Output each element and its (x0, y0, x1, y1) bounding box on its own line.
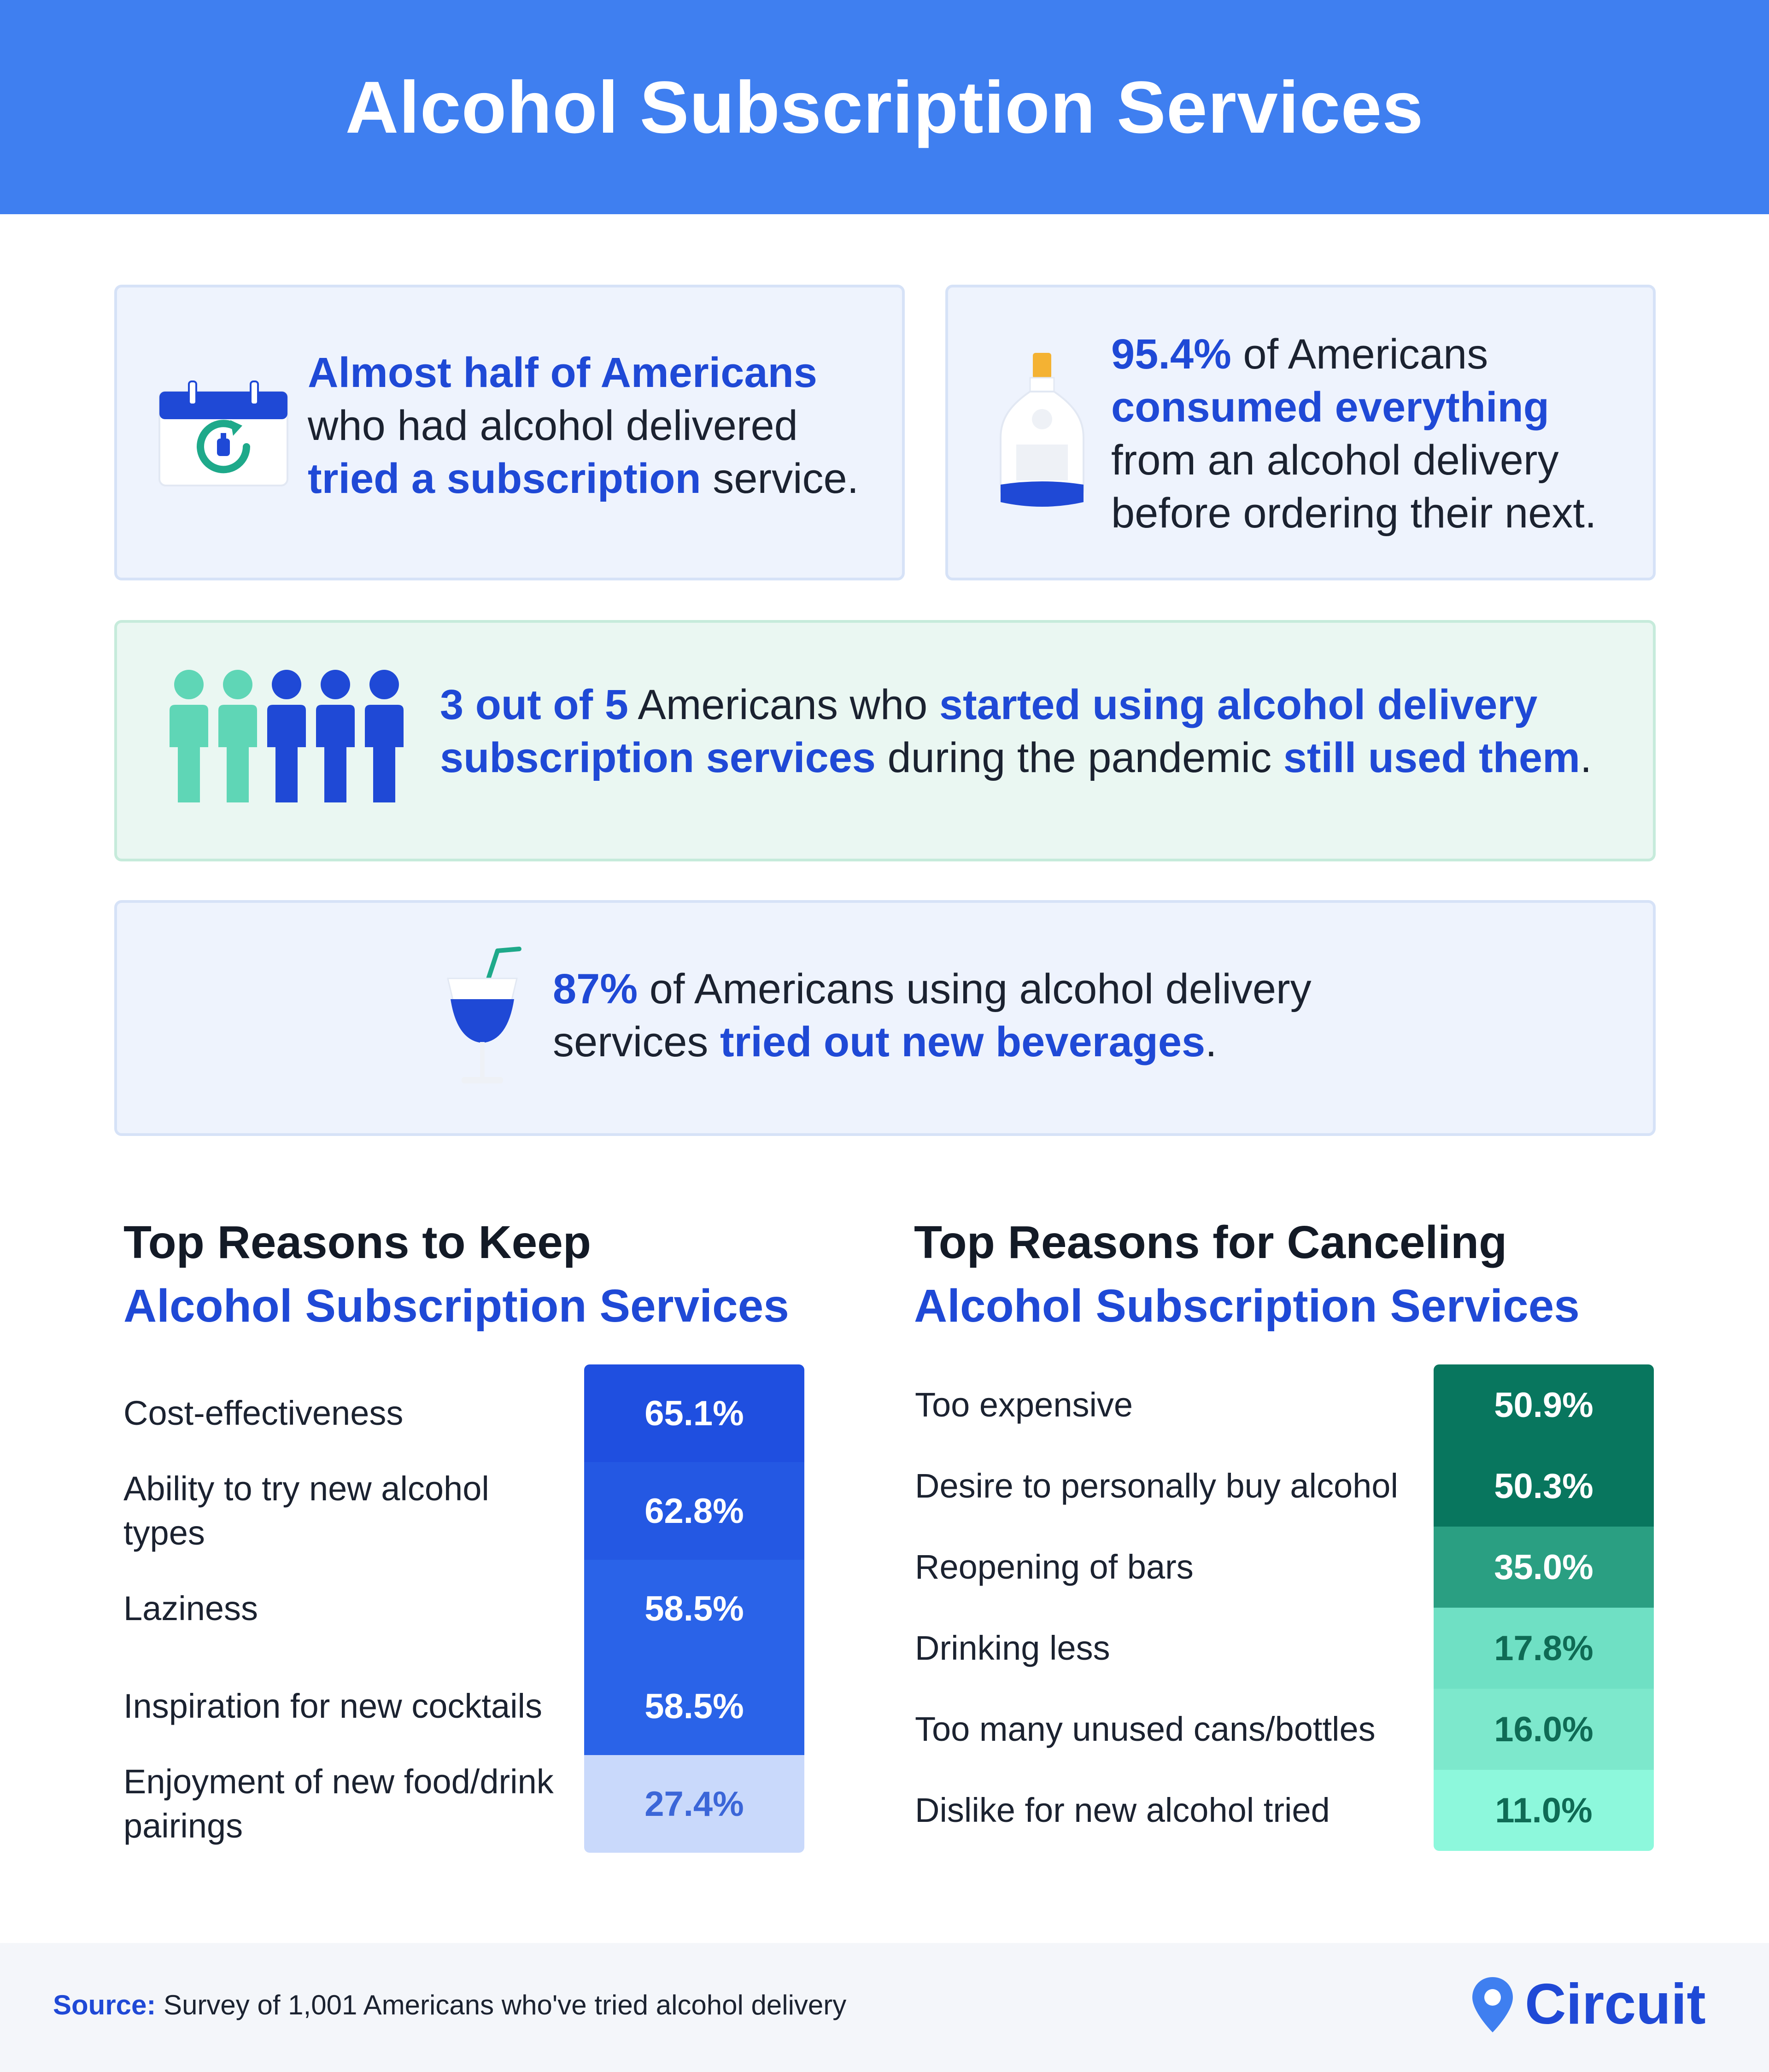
table-value-cell: 11.0% (1434, 1770, 1654, 1851)
table-value-cell: 17.8% (1434, 1608, 1654, 1689)
cocktail-icon (447, 947, 521, 1083)
location-pin-icon (1472, 1977, 1513, 2032)
table-row-label: Inspiration for new cocktails (123, 1687, 542, 1725)
table-value-cell: 50.3% (1434, 1446, 1654, 1527)
stat-text-new-beverages: 87% of Americans using alcohol delivery … (553, 966, 1312, 1065)
table-row-label: Cost-effectiveness (123, 1394, 404, 1432)
table-row-label: Enjoyment of new food/drink pairings (123, 1762, 554, 1845)
page-title: Alcohol Subscription Services (345, 65, 1424, 148)
stat-text-consumed: 95.4% of Americans consumed everything f… (1111, 331, 1597, 537)
table-row-label: Drinking less (915, 1629, 1110, 1667)
table-value-cell: 62.8% (584, 1462, 804, 1560)
person-figure (316, 670, 355, 802)
table-value-cell: 58.5% (584, 1657, 804, 1755)
people-icon (170, 670, 404, 802)
stat-card-new-beverages (114, 900, 1656, 1136)
keep-section-title: Top Reasons to Keep Alcohol Subscription… (123, 1217, 789, 1332)
table-value-cell: 65.1% (584, 1364, 804, 1462)
table-row-label: Ability to try new alcohol types (123, 1469, 489, 1552)
table-row-label: Desire to personally buy alcohol (915, 1467, 1398, 1505)
table-value-cell: 50.9% (1434, 1364, 1654, 1446)
table-value-cell: 58.5% (584, 1560, 804, 1657)
table-row-label: Laziness (123, 1589, 258, 1627)
table-row-label: Too many unused cans/bottles (915, 1710, 1376, 1748)
person-figure (218, 670, 257, 802)
footer (0, 1943, 1769, 2072)
bottle-icon (1000, 353, 1084, 507)
header-banner: Alcohol Subscription Services (0, 0, 1769, 214)
cancel-section-title: Top Reasons for Canceling Alcohol Subscr… (914, 1217, 1580, 1332)
person-figure (170, 670, 208, 802)
person-figure (267, 670, 306, 802)
table-value-cell: 27.4% (584, 1755, 804, 1853)
brand-logo-text: Circuit (1525, 1972, 1706, 2036)
table-row-label: Dislike for new alcohol tried (915, 1791, 1330, 1829)
table-row-label: Too expensive (915, 1386, 1133, 1424)
stat-text-pandemic: 3 out of 5 Americans who started using a… (440, 681, 1592, 781)
calendar-refresh-icon (158, 380, 288, 486)
table-row-label: Reopening of bars (915, 1548, 1194, 1586)
person-figure (365, 670, 404, 802)
table-value-cell: 35.0% (1434, 1527, 1654, 1608)
stat-text-subscription: Almost half of Americans who had alcohol… (308, 349, 859, 502)
source-note: Source: Survey of 1,001 Americans who've… (53, 1990, 847, 2020)
table-value-cell: 16.0% (1434, 1689, 1654, 1770)
